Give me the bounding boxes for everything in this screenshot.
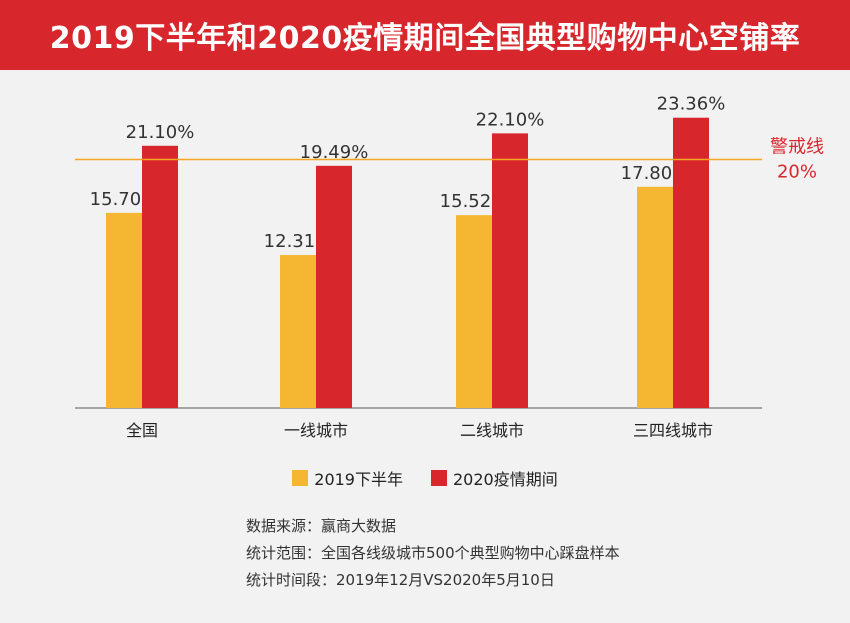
chart-title: 2019下半年和2020疫情期间全国典型购物中心空铺率 xyxy=(0,0,850,70)
legend-label-2019: 2019下半年 xyxy=(314,470,403,489)
warning-line-label: 警戒线 xyxy=(770,136,824,157)
data-label-2019-2: 15.52% xyxy=(440,191,509,212)
source-notes: 数据来源：赢商大数据 统计范围：全国各线级城市500个典型购物中心踩盘样本 统计… xyxy=(246,513,620,594)
data-label-2019-3: 17.80% xyxy=(621,163,690,184)
note-period: 统计时间段：2019年12月VS2020年5月10日 xyxy=(246,571,555,589)
bar-2019-1 xyxy=(280,255,316,408)
bar-2019-0 xyxy=(106,212,142,408)
legend-swatch-2019 xyxy=(292,470,309,486)
warning-line-value: 20% xyxy=(777,161,817,182)
legend-item-2020: 2020疫情期间 xyxy=(431,466,558,490)
bar-chart: 15.70% 12.31% 15.52% 17.80% 21.10% 19.49% 22.1… xyxy=(75,94,824,440)
data-label-2019-1: 12.31% xyxy=(264,231,333,252)
legend: 2019下半年 2020疫情期间 xyxy=(0,466,850,490)
bar-2019-2 xyxy=(456,215,492,408)
category-label-1: 一线城市 xyxy=(284,421,348,440)
legend-label-2020: 2020疫情期间 xyxy=(453,470,558,489)
bar-2020-0 xyxy=(142,145,178,409)
bar-2019-3 xyxy=(637,186,673,408)
bar-2020-3 xyxy=(673,117,709,408)
data-label-2020-1: 19.49% xyxy=(300,142,369,163)
note-source: 数据来源：赢商大数据 xyxy=(246,517,397,535)
note-scope: 统计范围：全国各线级城市500个典型购物中心踩盘样本 xyxy=(246,544,620,562)
bar-2020-2 xyxy=(492,133,528,408)
data-label-2020-3: 23.36% xyxy=(657,94,726,115)
bar-2020-1 xyxy=(316,165,352,408)
data-label-2020-2: 22.10% xyxy=(476,109,545,130)
data-label-2019-0: 15.70% xyxy=(90,189,159,210)
category-label-3: 三四线城市 xyxy=(633,421,713,440)
legend-swatch-2020 xyxy=(431,470,447,486)
legend-item-2019: 2019下半年 xyxy=(292,466,403,490)
category-label-0: 全国 xyxy=(126,421,158,440)
data-label-2020-0: 21.10% xyxy=(126,122,195,143)
category-label-2: 二线城市 xyxy=(460,421,524,440)
